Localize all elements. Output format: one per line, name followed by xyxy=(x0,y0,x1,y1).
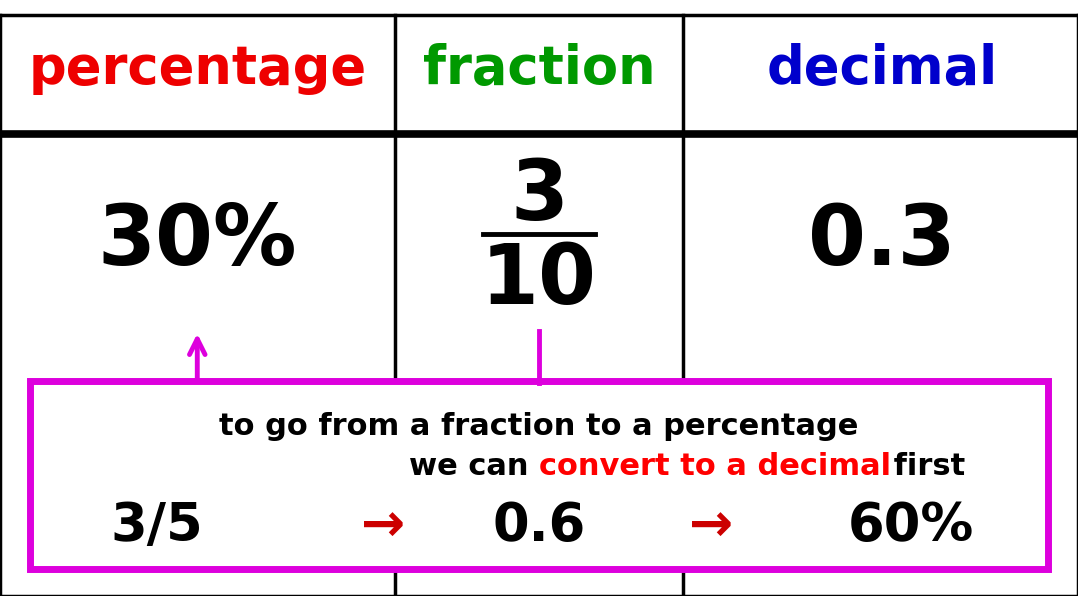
Text: convert to a decimal: convert to a decimal xyxy=(539,452,892,480)
Text: we can: we can xyxy=(409,452,539,480)
Text: 0.3: 0.3 xyxy=(808,201,955,282)
Text: 10: 10 xyxy=(481,240,597,321)
Text: 0.6: 0.6 xyxy=(493,499,585,552)
Text: first: first xyxy=(883,452,965,480)
Text: 60%: 60% xyxy=(847,499,975,552)
Text: →: → xyxy=(360,499,405,552)
Text: 30%: 30% xyxy=(97,201,298,282)
Text: to go from a fraction to a percentage: to go from a fraction to a percentage xyxy=(219,412,859,440)
Text: 3/5: 3/5 xyxy=(110,499,203,552)
Text: →: → xyxy=(689,499,734,552)
FancyBboxPatch shape xyxy=(30,381,1048,569)
Text: fraction: fraction xyxy=(423,42,655,95)
Text: decimal: decimal xyxy=(766,42,997,95)
Text: percentage: percentage xyxy=(28,42,367,95)
Text: 3: 3 xyxy=(510,156,568,237)
